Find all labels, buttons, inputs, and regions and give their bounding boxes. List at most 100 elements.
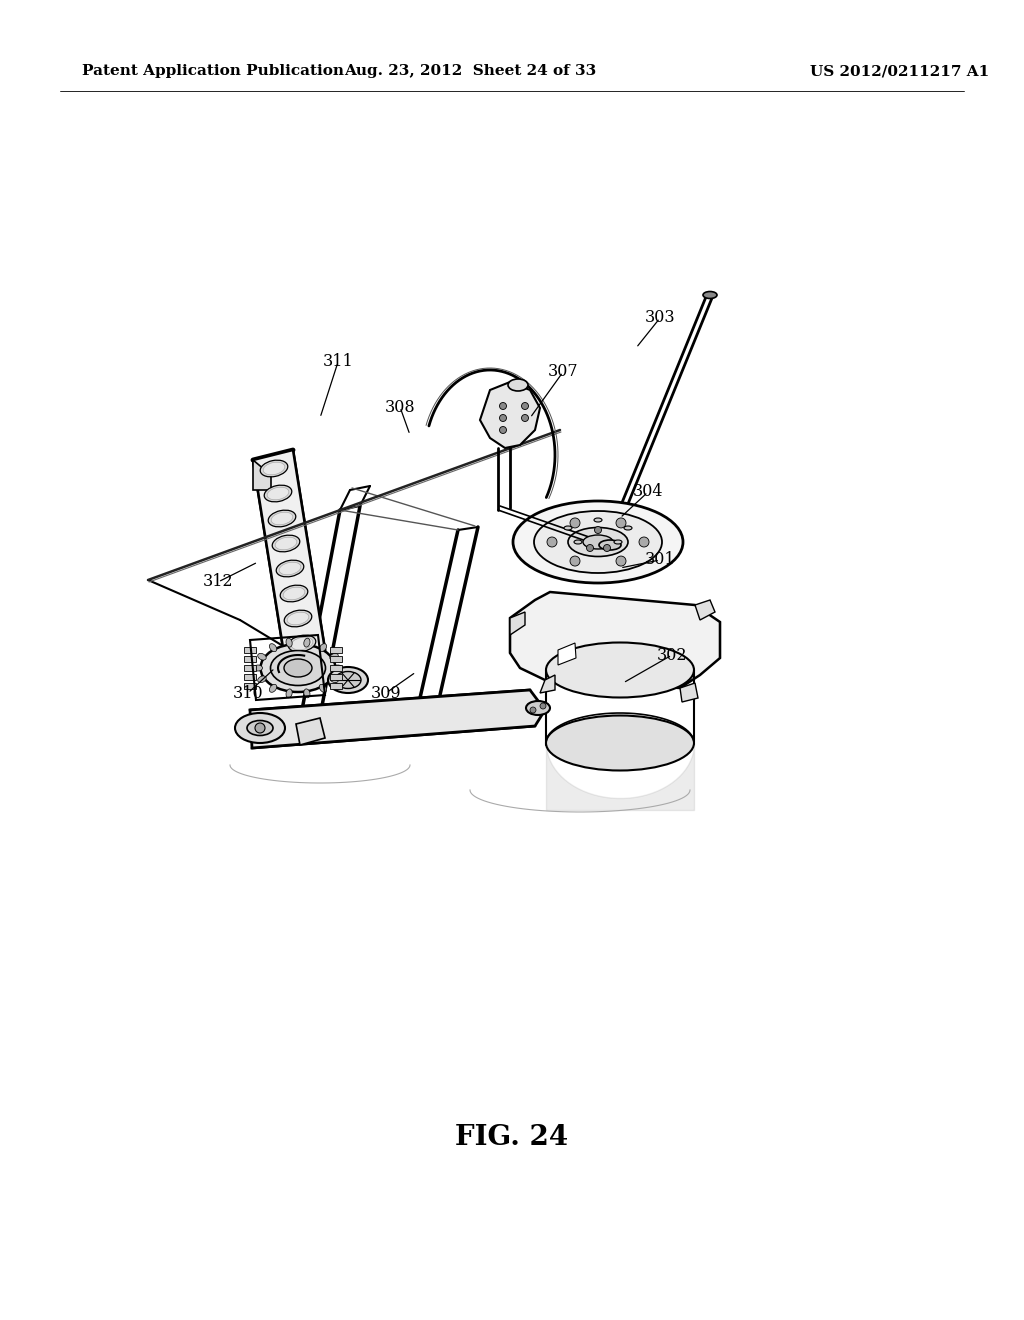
Ellipse shape xyxy=(288,635,315,652)
Circle shape xyxy=(540,704,546,709)
Polygon shape xyxy=(695,601,715,620)
Circle shape xyxy=(521,403,528,409)
Ellipse shape xyxy=(508,379,528,391)
Text: 304: 304 xyxy=(633,483,664,500)
Polygon shape xyxy=(244,665,256,671)
Ellipse shape xyxy=(247,721,273,735)
Circle shape xyxy=(500,403,507,409)
Polygon shape xyxy=(540,675,555,693)
Ellipse shape xyxy=(583,535,613,549)
Ellipse shape xyxy=(286,689,292,698)
Circle shape xyxy=(570,556,580,566)
Ellipse shape xyxy=(304,638,310,647)
Ellipse shape xyxy=(260,461,288,477)
Circle shape xyxy=(595,527,601,533)
Text: 301: 301 xyxy=(645,552,675,569)
Ellipse shape xyxy=(319,684,327,692)
Ellipse shape xyxy=(268,510,296,527)
Ellipse shape xyxy=(564,525,572,531)
Text: 303: 303 xyxy=(645,309,675,326)
Text: 309: 309 xyxy=(371,685,401,701)
Text: US 2012/0211217 A1: US 2012/0211217 A1 xyxy=(810,65,989,78)
Ellipse shape xyxy=(263,462,285,475)
Ellipse shape xyxy=(270,651,326,685)
Ellipse shape xyxy=(276,560,304,577)
Ellipse shape xyxy=(287,612,309,624)
Ellipse shape xyxy=(272,535,300,552)
Ellipse shape xyxy=(269,644,276,652)
Circle shape xyxy=(530,708,536,713)
Polygon shape xyxy=(680,682,698,702)
Polygon shape xyxy=(250,690,545,748)
Circle shape xyxy=(500,414,507,421)
Ellipse shape xyxy=(330,676,338,682)
Polygon shape xyxy=(253,459,271,490)
Ellipse shape xyxy=(624,525,632,531)
Polygon shape xyxy=(510,591,720,688)
Circle shape xyxy=(547,537,557,546)
Circle shape xyxy=(616,556,626,566)
Ellipse shape xyxy=(264,486,292,502)
Text: 310: 310 xyxy=(232,685,263,701)
Ellipse shape xyxy=(526,701,550,715)
Text: 312: 312 xyxy=(203,573,233,590)
Ellipse shape xyxy=(284,587,305,599)
Ellipse shape xyxy=(258,653,266,660)
Text: Aug. 23, 2012  Sheet 24 of 33: Aug. 23, 2012 Sheet 24 of 33 xyxy=(344,65,596,78)
Circle shape xyxy=(616,517,626,528)
Ellipse shape xyxy=(599,540,621,550)
Ellipse shape xyxy=(258,676,266,682)
Ellipse shape xyxy=(319,644,327,652)
Ellipse shape xyxy=(269,684,276,692)
Polygon shape xyxy=(253,450,325,660)
Ellipse shape xyxy=(703,292,717,298)
Ellipse shape xyxy=(254,665,262,671)
Text: 302: 302 xyxy=(656,647,687,664)
Circle shape xyxy=(255,723,265,733)
Polygon shape xyxy=(244,647,256,653)
Polygon shape xyxy=(510,612,525,635)
Ellipse shape xyxy=(260,644,336,692)
Ellipse shape xyxy=(284,659,312,677)
Ellipse shape xyxy=(330,653,338,660)
Ellipse shape xyxy=(291,638,312,649)
Polygon shape xyxy=(330,647,342,653)
Polygon shape xyxy=(330,682,342,689)
Ellipse shape xyxy=(335,672,361,689)
Ellipse shape xyxy=(568,528,628,557)
Ellipse shape xyxy=(285,610,311,627)
Ellipse shape xyxy=(546,643,694,697)
Polygon shape xyxy=(330,675,342,680)
Polygon shape xyxy=(296,718,325,744)
Polygon shape xyxy=(558,643,575,665)
Circle shape xyxy=(639,537,649,546)
Text: 308: 308 xyxy=(385,399,416,416)
Ellipse shape xyxy=(594,517,602,521)
Ellipse shape xyxy=(234,713,285,743)
Text: 307: 307 xyxy=(548,363,579,380)
Ellipse shape xyxy=(286,638,292,647)
Ellipse shape xyxy=(267,487,289,500)
Polygon shape xyxy=(244,682,256,689)
Text: Patent Application Publication: Patent Application Publication xyxy=(82,65,344,78)
Ellipse shape xyxy=(574,540,582,544)
Ellipse shape xyxy=(271,512,293,525)
Circle shape xyxy=(587,544,594,552)
Circle shape xyxy=(500,426,507,433)
Ellipse shape xyxy=(281,585,308,602)
Ellipse shape xyxy=(304,689,310,698)
Text: FIG. 24: FIG. 24 xyxy=(456,1125,568,1151)
Ellipse shape xyxy=(546,715,694,771)
Polygon shape xyxy=(330,665,342,671)
Polygon shape xyxy=(244,656,256,663)
Ellipse shape xyxy=(534,511,662,573)
Ellipse shape xyxy=(614,540,622,544)
Polygon shape xyxy=(244,675,256,680)
Circle shape xyxy=(603,544,610,552)
Ellipse shape xyxy=(513,502,683,583)
Circle shape xyxy=(570,517,580,528)
Ellipse shape xyxy=(328,667,368,693)
Ellipse shape xyxy=(334,665,342,671)
Ellipse shape xyxy=(280,562,301,574)
Polygon shape xyxy=(480,381,540,447)
